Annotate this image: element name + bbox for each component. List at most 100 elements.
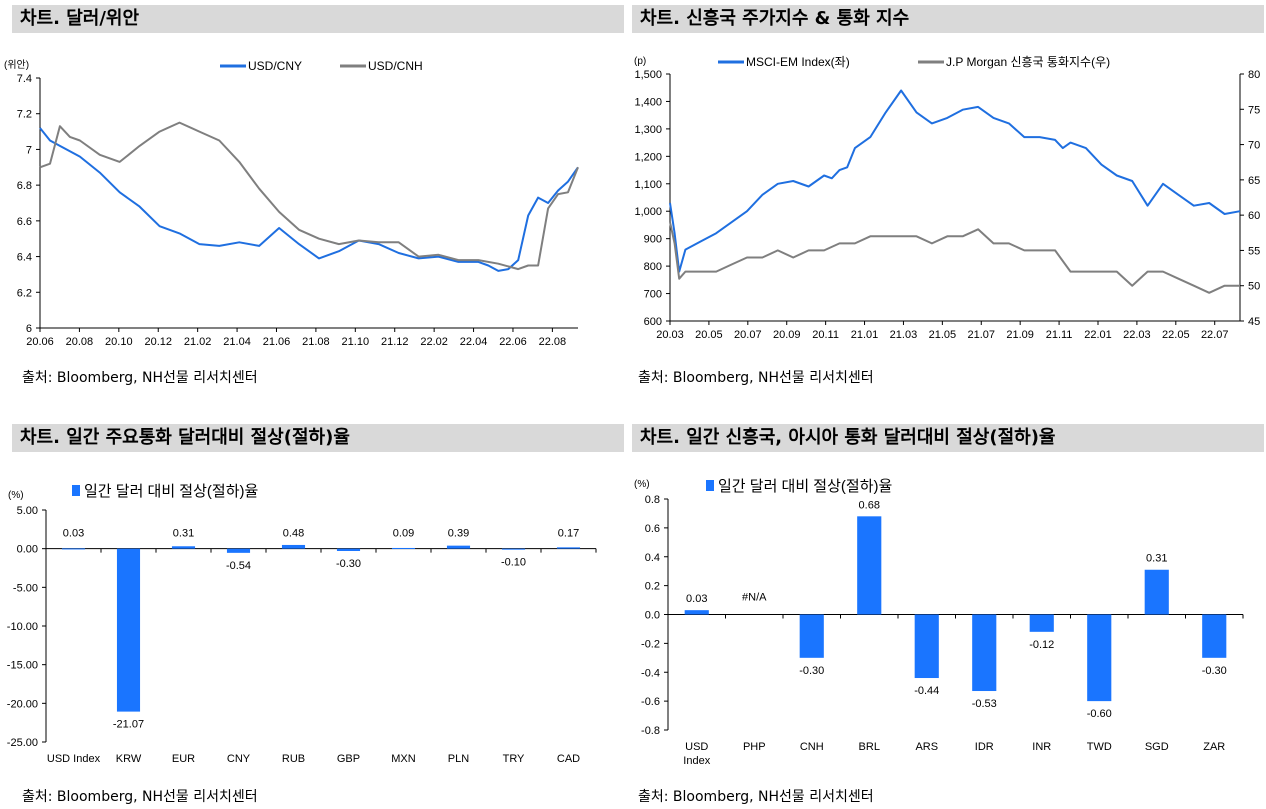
legend-swatch bbox=[706, 480, 714, 491]
y-tick-label-right: 55 bbox=[1248, 245, 1260, 257]
x-tick-label: Index bbox=[683, 755, 710, 767]
y-tick-label-right: 75 bbox=[1248, 104, 1260, 116]
chart-major-fx: 5.00 0.00 -5.00 -10.00 -15.00 -20.00 -25.00 (%)… bbox=[7, 483, 597, 765]
y-tick-label: 1,300 bbox=[634, 124, 662, 136]
y-tick-label: 0.6 bbox=[645, 523, 660, 535]
y-tick-label: 0.8 bbox=[645, 494, 660, 506]
x-tick-label: 20.09 bbox=[773, 329, 801, 341]
x-tick-label: TWD bbox=[1087, 741, 1112, 753]
y-tick-label: 6.8 bbox=[17, 180, 32, 192]
x-tick-label: 21.03 bbox=[890, 329, 918, 341]
data-label: -0.60 bbox=[1087, 708, 1112, 720]
y-tick-label: 1,100 bbox=[634, 179, 662, 191]
x-tick-label: 21.02 bbox=[184, 336, 212, 348]
x-tick-label: INR bbox=[1032, 741, 1051, 753]
source-note: 출처: Bloomberg, NH선물 리서치센터 bbox=[638, 789, 874, 805]
y-tick-label: -0.8 bbox=[641, 725, 660, 737]
x-tick-label: KRW bbox=[116, 753, 142, 765]
bar bbox=[684, 610, 709, 615]
data-label: #N/A bbox=[742, 592, 767, 604]
data-label: -0.30 bbox=[799, 665, 824, 677]
x-tick-label: 20.08 bbox=[66, 336, 94, 348]
series-line bbox=[669, 89, 1241, 273]
y-tick-label: 6.4 bbox=[17, 252, 32, 264]
y-tick-label: 1,500 bbox=[634, 69, 662, 81]
y-tick-label: 600 bbox=[644, 316, 662, 328]
data-label: 0.03 bbox=[686, 593, 707, 605]
y-tick-label-right: 65 bbox=[1248, 175, 1260, 187]
x-tick-label: 22.05 bbox=[1162, 329, 1190, 341]
y-tick-label-right: 50 bbox=[1248, 281, 1260, 293]
x-tick-label: ARS bbox=[915, 741, 938, 753]
chart-usd-cny: 7.4 7.2 7 6.8 6.6 6.4 6.2 620.06 20.08 20.10 20.12… bbox=[4, 58, 579, 348]
y-tick-label: 6 bbox=[26, 323, 32, 335]
y-tick-label: 7.2 bbox=[17, 109, 32, 121]
x-tick-label: 20.12 bbox=[144, 336, 172, 348]
unit-label: (%) bbox=[8, 490, 24, 501]
y-tick-label-right: 45 bbox=[1248, 316, 1260, 328]
y-tick-label: 5.00 bbox=[17, 505, 38, 517]
data-label: -0.30 bbox=[336, 558, 361, 570]
x-tick-label: TRY bbox=[503, 753, 525, 765]
x-tick-label: 20.05 bbox=[695, 329, 723, 341]
x-tick-label: 20.10 bbox=[105, 336, 133, 348]
x-tick-label: 20.07 bbox=[734, 329, 762, 341]
data-label: 0.48 bbox=[283, 528, 304, 540]
x-tick-label: GBP bbox=[337, 753, 360, 765]
chart-title: 차트. 일간 신흥국, 아시아 통화 달러대비 절상(절하)율 bbox=[632, 424, 1264, 452]
x-tick-label: 21.01 bbox=[851, 329, 879, 341]
bar bbox=[1087, 614, 1112, 702]
y-tick-label: 1,200 bbox=[634, 151, 662, 163]
bar bbox=[281, 544, 306, 549]
chart-title: 차트. 일간 주요통화 달러대비 절상(절하)율 bbox=[12, 424, 624, 452]
data-label: -0.44 bbox=[914, 685, 939, 697]
x-tick-label: 22.06 bbox=[499, 336, 527, 348]
chart-em-index: 1,500 1,400 1,300 1,200 1,100 1,000 900 800 700 6… bbox=[634, 55, 1260, 341]
data-label: 0.09 bbox=[393, 528, 414, 540]
data-label: 0.31 bbox=[173, 528, 194, 540]
y-tick-label-right: 60 bbox=[1248, 210, 1260, 222]
unit-label: (%) bbox=[634, 479, 650, 490]
x-tick-label: RUB bbox=[282, 753, 305, 765]
y-tick-label: -0.4 bbox=[641, 667, 660, 679]
y-tick-label: 1,400 bbox=[634, 96, 662, 108]
y-tick-label: 0.0 bbox=[645, 610, 660, 622]
bar bbox=[1144, 569, 1169, 615]
y-tick-label: -0.6 bbox=[641, 696, 660, 708]
chart-title: 차트. 달러/위안 bbox=[12, 5, 624, 33]
x-tick-label: PLN bbox=[448, 753, 469, 765]
y-tick-label: -10.00 bbox=[7, 621, 38, 633]
x-tick-label: 21.10 bbox=[342, 336, 370, 348]
y-tick-label: -15.00 bbox=[7, 660, 38, 672]
x-tick-label: CAD bbox=[557, 753, 580, 765]
data-label: -0.10 bbox=[501, 556, 526, 568]
series-line bbox=[39, 127, 579, 272]
y-tick-label: 6.6 bbox=[17, 216, 32, 228]
x-tick-label: 20.11 bbox=[812, 329, 839, 341]
data-label: 0.31 bbox=[1146, 553, 1167, 565]
bar bbox=[61, 548, 86, 550]
data-label: 0.17 bbox=[558, 528, 579, 540]
x-tick-label: 21.11 bbox=[1046, 329, 1073, 341]
legend-label: 일간 달러 대비 절상(절하)율 bbox=[84, 483, 258, 500]
data-label: -0.12 bbox=[1029, 639, 1054, 651]
series-line bbox=[669, 221, 1240, 294]
bar bbox=[501, 548, 526, 550]
y-tick-label-right: 70 bbox=[1248, 140, 1260, 152]
x-tick-label: 22.04 bbox=[460, 336, 488, 348]
bar bbox=[446, 545, 471, 549]
legend-label: USD/CNH bbox=[368, 59, 423, 73]
x-tick-label: 21.06 bbox=[263, 336, 291, 348]
bar bbox=[857, 516, 882, 615]
legend-label: 일간 달러 대비 절상(절하)율 bbox=[718, 478, 892, 495]
y-tick-label: 0.2 bbox=[645, 581, 660, 593]
legend-swatch bbox=[72, 485, 80, 496]
x-tick-label: 21.05 bbox=[929, 329, 957, 341]
data-label: -0.54 bbox=[226, 560, 251, 572]
bar bbox=[914, 614, 939, 679]
bar bbox=[799, 614, 824, 658]
chart-title: 차트. 신흥국 주가지수 & 통화 지수 bbox=[632, 5, 1264, 33]
x-tick-label: 21.08 bbox=[302, 336, 330, 348]
x-tick-label: EUR bbox=[172, 753, 195, 765]
data-label: 0.68 bbox=[859, 499, 880, 511]
